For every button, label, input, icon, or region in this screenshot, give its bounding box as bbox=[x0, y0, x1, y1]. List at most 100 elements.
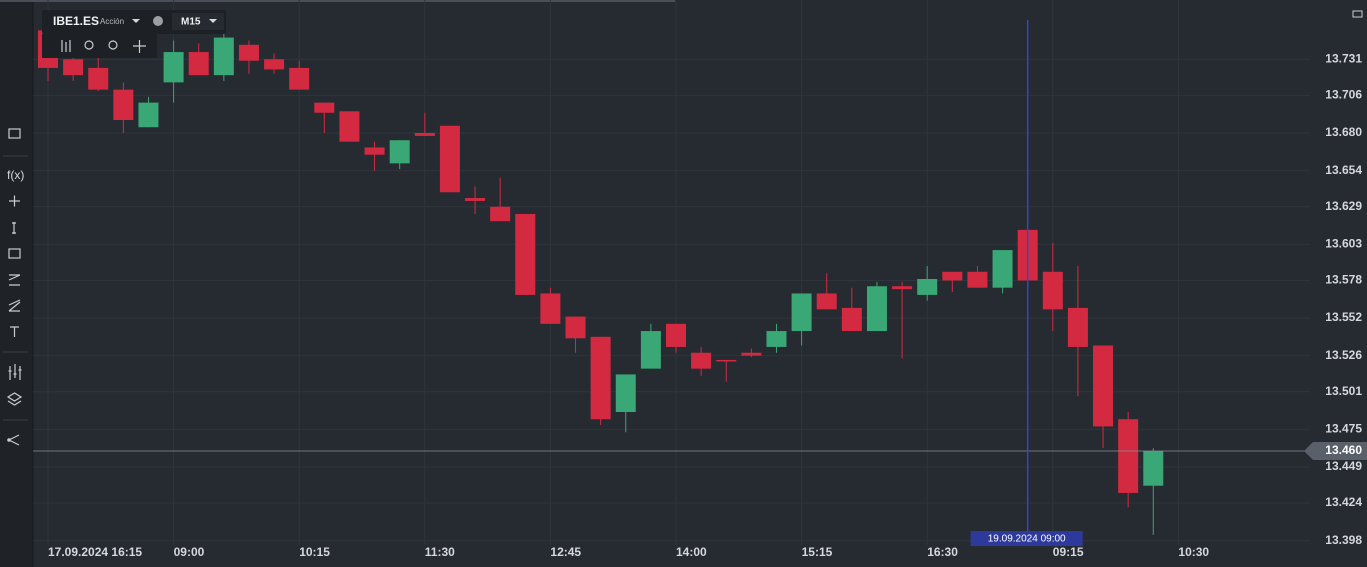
zoom-in-button[interactable] bbox=[108, 40, 118, 50]
candle-body bbox=[540, 293, 561, 324]
layers-button[interactable] bbox=[6, 392, 23, 406]
timeframe[interactable]: M15 bbox=[181, 17, 201, 28]
y-tick-label: 13.603 bbox=[1325, 236, 1362, 250]
symbol[interactable]: IBE1.ES bbox=[53, 14, 99, 28]
candle-body bbox=[1067, 307, 1088, 347]
left-toolbar bbox=[0, 0, 33, 567]
candle-body bbox=[113, 89, 134, 120]
maximize-button[interactable] bbox=[1352, 10, 1363, 18]
candle-body bbox=[590, 336, 611, 420]
candle-body bbox=[917, 279, 938, 295]
candle-body bbox=[213, 37, 234, 76]
toolbar-icons: f(x) bbox=[3, 128, 28, 446]
candle-body bbox=[992, 250, 1013, 288]
candle-body bbox=[1143, 451, 1164, 486]
candle-body bbox=[439, 125, 460, 193]
crosshair-button[interactable] bbox=[9, 195, 20, 207]
timeframe-dropdown[interactable] bbox=[209, 19, 217, 23]
crosshair-label-box bbox=[970, 531, 1083, 546]
candle-body bbox=[238, 44, 259, 61]
candle-body bbox=[138, 102, 159, 128]
y-tick-label: 13.398 bbox=[1325, 533, 1362, 547]
x-tick-label: 16:30 bbox=[927, 545, 958, 559]
candle-body bbox=[741, 352, 762, 356]
candle-body bbox=[565, 316, 586, 339]
x-tick-label: 09:00 bbox=[174, 545, 205, 559]
info-button[interactable] bbox=[153, 16, 163, 26]
share-dot bbox=[7, 438, 11, 442]
current-price-label: 13.460 bbox=[1325, 443, 1362, 457]
x-tick-label: 10:30 bbox=[1178, 545, 1209, 559]
candle-body bbox=[414, 132, 435, 136]
candle-body bbox=[389, 140, 410, 164]
crosshair-label: 19.09.2024 09:00 bbox=[988, 534, 1066, 545]
candle-body bbox=[1093, 345, 1114, 427]
candle-body bbox=[163, 52, 184, 83]
candle-body bbox=[866, 286, 887, 332]
candle-body bbox=[289, 67, 310, 90]
line-tool-button[interactable] bbox=[12, 222, 16, 234]
x-tick-label: 15:15 bbox=[802, 545, 833, 559]
symbol-dropdown[interactable] bbox=[132, 19, 140, 23]
y-tick-label: 13.680 bbox=[1325, 125, 1362, 139]
fib-tool-button[interactable] bbox=[8, 274, 21, 286]
y-tick-label: 13.449 bbox=[1325, 459, 1362, 473]
candles-button[interactable] bbox=[61, 40, 71, 52]
y-tick-label: 13.654 bbox=[1325, 163, 1362, 177]
candle-body bbox=[264, 59, 285, 70]
timeframe-box bbox=[172, 13, 224, 30]
x-tick-label: 17.09.2024 16:15 bbox=[48, 545, 142, 559]
current-price-tag bbox=[1304, 442, 1367, 461]
y-tick-label: 13.424 bbox=[1325, 495, 1362, 509]
x-tick-label: 14:00 bbox=[676, 545, 707, 559]
candle-body bbox=[841, 307, 862, 332]
candle-body bbox=[892, 286, 913, 290]
x-tick-label: 11:30 bbox=[425, 545, 455, 559]
candle-body bbox=[942, 271, 963, 281]
text-tool-button[interactable] bbox=[10, 326, 19, 337]
indicator-button[interactable]: f(x) bbox=[7, 168, 24, 182]
pan-button[interactable] bbox=[133, 40, 146, 53]
pattern-tool-button[interactable] bbox=[8, 299, 21, 312]
candle-body bbox=[515, 213, 536, 295]
candle-body bbox=[615, 374, 636, 413]
top-border bbox=[0, 0, 675, 2]
candle-body bbox=[188, 52, 209, 76]
y-tick-label: 13.706 bbox=[1325, 88, 1362, 102]
share-button[interactable] bbox=[8, 434, 20, 446]
candle-body bbox=[816, 293, 837, 310]
candle-body bbox=[88, 67, 109, 90]
symbol-header: IBE1.ES Acción M15 bbox=[42, 10, 226, 58]
shape-tool-button[interactable] bbox=[8, 248, 21, 259]
candle-body bbox=[1118, 419, 1139, 493]
candle-body bbox=[465, 198, 486, 201]
candle-body bbox=[967, 271, 988, 288]
y-tick-label: 13.731 bbox=[1325, 51, 1362, 65]
y-tick-label: 13.501 bbox=[1325, 384, 1362, 398]
candle-body bbox=[63, 59, 84, 76]
candle-body bbox=[1042, 271, 1063, 310]
y-tick-label: 13.552 bbox=[1325, 310, 1362, 324]
zoom-out-button[interactable] bbox=[84, 40, 94, 50]
candle-body bbox=[691, 352, 712, 369]
overlays: 13.460 19.09.2024 09:00 bbox=[33, 20, 1367, 546]
candle-body bbox=[314, 102, 335, 113]
candle-body bbox=[666, 323, 686, 347]
y-tick-label: 13.475 bbox=[1325, 422, 1362, 436]
candle-body bbox=[640, 331, 661, 369]
x-tick-label: 12:45 bbox=[550, 545, 581, 559]
chart-type-button[interactable] bbox=[8, 364, 22, 380]
x-tick-label: 10:15 bbox=[299, 545, 330, 559]
y-tick-label: 13.629 bbox=[1325, 199, 1362, 213]
candle-body bbox=[766, 331, 787, 347]
candle-body bbox=[364, 147, 385, 155]
instrument-type: Acción bbox=[100, 17, 124, 26]
candle-body bbox=[791, 293, 812, 332]
candles bbox=[38, 24, 1164, 535]
candle-body bbox=[339, 111, 360, 142]
layout-button[interactable] bbox=[8, 128, 21, 139]
candle-body bbox=[716, 359, 737, 362]
x-tick-label: 09:15 bbox=[1053, 545, 1084, 559]
